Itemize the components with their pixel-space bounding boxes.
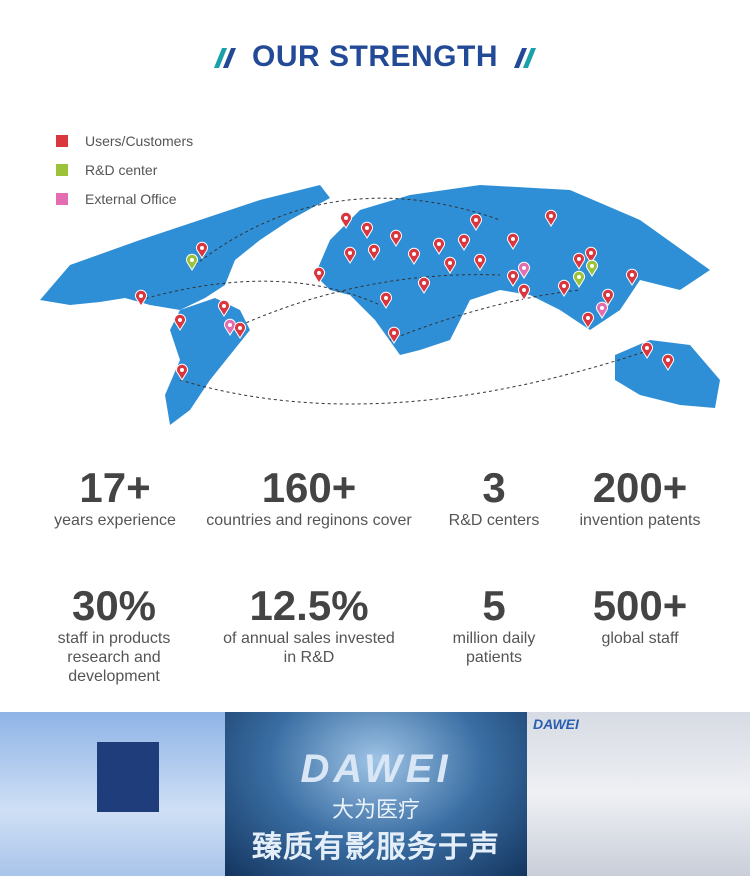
user-pin-icon <box>507 232 519 250</box>
stat-rd-centers: 3 R&D centers <box>430 465 558 530</box>
stat-value: 3 <box>482 464 506 511</box>
user-pin-icon <box>390 229 402 247</box>
stat-value: 12.5% <box>249 582 369 629</box>
stat-label: countries and reginons cover <box>206 512 412 529</box>
stat-label: million daily patients <box>452 630 536 666</box>
stat-global-staff: 500+ global staff <box>565 583 715 648</box>
legend-swatch <box>56 192 68 205</box>
stat-value: 500+ <box>592 582 688 629</box>
stat-patients: 5 million daily patients <box>440 583 548 667</box>
user-pin-icon <box>176 363 188 381</box>
office-pin-icon <box>518 261 530 279</box>
user-pin-icon <box>474 253 486 271</box>
stat-years: 17+ years experience <box>40 465 190 530</box>
user-pin-icon <box>573 252 585 270</box>
legend-swatch <box>56 163 68 176</box>
stat-label: staff in products research and developme… <box>57 630 171 685</box>
legend-label: R&D center <box>85 161 158 178</box>
user-pin-icon <box>218 299 230 317</box>
office-pin-icon <box>596 301 608 319</box>
stat-value: 5 <box>482 582 506 629</box>
user-pin-icon <box>135 289 147 307</box>
user-pin-icon <box>344 246 356 264</box>
user-pin-icon <box>641 341 653 359</box>
user-pin-icon <box>418 276 430 294</box>
north-america <box>40 185 330 310</box>
photo-lounge: DAWEI <box>527 712 750 876</box>
stat-staff-rd: 30% staff in products research and develo… <box>28 583 200 686</box>
stat-value: 200+ <box>592 464 688 511</box>
user-pin-icon <box>458 233 470 251</box>
user-pin-icon <box>585 246 597 264</box>
user-pin-icon <box>313 266 325 284</box>
user-pin-icon <box>602 288 614 306</box>
user-pin-icon <box>662 353 674 371</box>
stat-label: R&D centers <box>448 512 540 529</box>
company-name-cn: 大为医疗 <box>331 797 420 822</box>
user-pin-icon <box>518 283 530 301</box>
user-pin-icon <box>408 247 420 265</box>
stat-label: of annual sales invested in R&D <box>223 630 395 666</box>
user-pin-icon <box>433 237 445 255</box>
stat-label: global staff <box>601 630 679 647</box>
user-pin-icon <box>340 211 352 229</box>
stat-sales-rd: 12.5% of annual sales invested in R&D <box>220 583 398 667</box>
australia <box>615 340 720 408</box>
user-pin-icon <box>196 241 208 259</box>
user-pin-icon <box>626 268 638 286</box>
user-pin-icon <box>470 213 482 231</box>
map-legend: Users/Customers R&D center External Offi… <box>56 126 193 213</box>
user-pin-icon <box>368 243 380 261</box>
section-title: OUR STRENGTH <box>0 40 750 74</box>
stat-value: 160+ <box>261 464 357 511</box>
title-text: OUR STRENGTH <box>252 40 498 73</box>
user-pin-icon <box>174 313 186 331</box>
corner-logo: DAWEI <box>533 716 579 732</box>
user-pin-icon <box>361 221 373 239</box>
world-map <box>40 185 720 425</box>
photo-strip: DAWEI 大为医疗 臻质有影服务于声 DAWEI <box>0 712 750 876</box>
user-pin-icon <box>444 256 456 274</box>
user-pin-icon <box>234 321 246 339</box>
stat-value: 17+ <box>79 464 151 511</box>
stat-label: invention patents <box>579 512 701 529</box>
legend-swatch <box>56 134 68 147</box>
stat-countries: 160+ countries and reginons cover <box>200 465 418 530</box>
legend-label: Users/Customers <box>85 132 194 149</box>
photo-showroom <box>0 712 225 876</box>
stat-value: 30% <box>71 582 157 629</box>
legend-label: External Office <box>85 190 177 207</box>
stat-patents: 200+ invention patents <box>565 465 715 530</box>
rd-center-pin-icon <box>573 270 585 288</box>
rd-center-pin-icon <box>586 259 598 277</box>
dawei-logo: DAWEI <box>300 747 452 791</box>
legend-item-office: External Office <box>56 184 193 213</box>
showroom-wall <box>97 742 159 812</box>
legend-item-rd: R&D center <box>56 155 193 184</box>
user-pin-icon <box>507 269 519 287</box>
user-pin-icon <box>582 311 594 329</box>
user-pin-icon <box>558 279 570 297</box>
slash-decoration-right <box>513 40 536 73</box>
user-pin-icon <box>380 291 392 309</box>
user-pin-icon <box>388 326 400 344</box>
route-lines <box>139 197 651 405</box>
rd-center-pin-icon <box>186 253 198 271</box>
stat-label: years experience <box>54 512 176 529</box>
legend-item-users: Users/Customers <box>56 126 193 155</box>
user-pin-icon <box>545 209 557 227</box>
photo-logo-wall: DAWEI 大为医疗 臻质有影服务于声 <box>225 712 527 876</box>
slogan-cn: 臻质有影服务于声 <box>252 831 500 864</box>
slash-decoration-left <box>214 40 237 73</box>
